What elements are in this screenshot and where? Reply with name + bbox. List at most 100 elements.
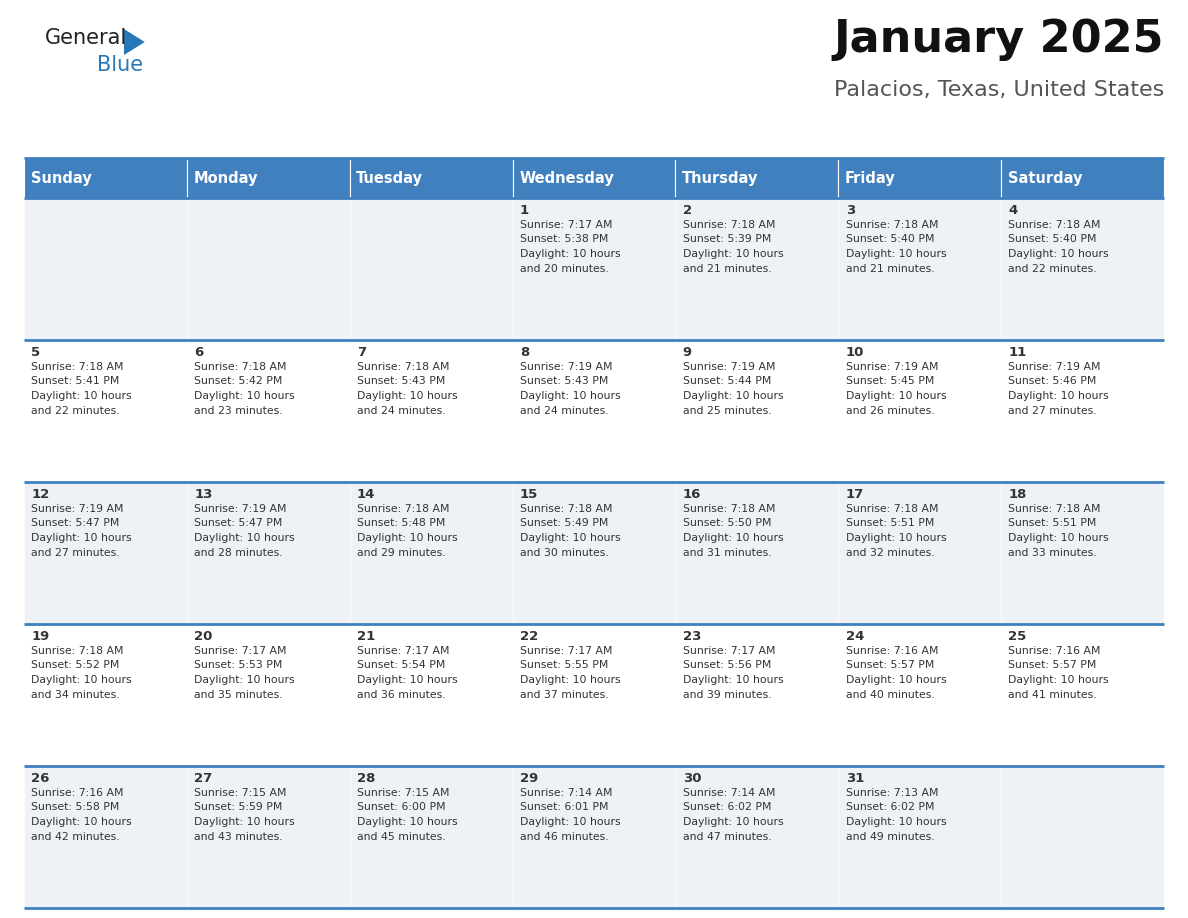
Text: Sunset: 5:40 PM: Sunset: 5:40 PM [846,234,934,244]
Text: and 32 minutes.: and 32 minutes. [846,547,934,557]
Text: January 2025: January 2025 [834,18,1164,61]
Text: Sunrise: 7:18 AM: Sunrise: 7:18 AM [846,504,939,514]
Bar [187,482,349,624]
Bar [24,340,187,482]
Text: Sunrise: 7:17 AM: Sunrise: 7:17 AM [194,646,286,656]
Text: and 41 minutes.: and 41 minutes. [1009,689,1097,700]
Text: and 27 minutes.: and 27 minutes. [31,547,120,557]
Bar [24,766,187,908]
Text: Sunday: Sunday [31,171,91,185]
Text: and 43 minutes.: and 43 minutes. [194,832,283,842]
Text: Sunset: 5:47 PM: Sunset: 5:47 PM [194,519,283,529]
Text: 4: 4 [1009,204,1018,217]
Text: Sunset: 5:43 PM: Sunset: 5:43 PM [358,376,446,386]
Bar [839,158,1001,198]
Text: Monday: Monday [194,171,258,185]
Bar [676,158,839,198]
Text: Sunset: 5:46 PM: Sunset: 5:46 PM [1009,376,1097,386]
Text: Daylight: 10 hours: Daylight: 10 hours [846,817,946,827]
Bar [187,198,349,340]
Text: Daylight: 10 hours: Daylight: 10 hours [683,675,783,685]
Text: and 22 minutes.: and 22 minutes. [1009,263,1097,274]
Text: Sunset: 5:59 PM: Sunset: 5:59 PM [194,802,283,812]
Text: Daylight: 10 hours: Daylight: 10 hours [358,391,457,401]
Text: Sunrise: 7:15 AM: Sunrise: 7:15 AM [358,788,449,798]
Text: General: General [45,28,127,48]
Text: Sunrise: 7:18 AM: Sunrise: 7:18 AM [1009,504,1101,514]
Text: 20: 20 [194,630,213,643]
Text: Sunrise: 7:18 AM: Sunrise: 7:18 AM [358,504,449,514]
Bar [187,158,349,198]
Text: Sunset: 5:43 PM: Sunset: 5:43 PM [520,376,608,386]
Bar [24,158,187,198]
Text: 6: 6 [194,346,203,359]
Text: Sunrise: 7:17 AM: Sunrise: 7:17 AM [358,646,449,656]
Text: and 39 minutes.: and 39 minutes. [683,689,771,700]
Text: and 24 minutes.: and 24 minutes. [520,406,608,416]
Text: and 29 minutes.: and 29 minutes. [358,547,446,557]
Bar [1001,766,1164,908]
Text: Sunrise: 7:17 AM: Sunrise: 7:17 AM [520,220,612,230]
Bar [24,624,187,766]
Text: Sunset: 5:48 PM: Sunset: 5:48 PM [358,519,446,529]
Text: 15: 15 [520,488,538,501]
Text: 19: 19 [31,630,50,643]
Text: Sunset: 6:02 PM: Sunset: 6:02 PM [683,802,771,812]
Text: Sunset: 5:51 PM: Sunset: 5:51 PM [846,519,934,529]
Text: Sunrise: 7:18 AM: Sunrise: 7:18 AM [194,362,286,372]
Text: Daylight: 10 hours: Daylight: 10 hours [31,391,132,401]
Text: 21: 21 [358,630,375,643]
Text: Blue: Blue [97,55,143,75]
Bar [1001,198,1164,340]
Text: Daylight: 10 hours: Daylight: 10 hours [358,533,457,543]
Text: Sunset: 5:41 PM: Sunset: 5:41 PM [31,376,120,386]
Text: Sunrise: 7:14 AM: Sunrise: 7:14 AM [683,788,776,798]
Text: Daylight: 10 hours: Daylight: 10 hours [683,391,783,401]
Text: 30: 30 [683,772,701,785]
Text: 28: 28 [358,772,375,785]
Text: Sunset: 5:50 PM: Sunset: 5:50 PM [683,519,771,529]
Bar [839,482,1001,624]
Bar [839,198,1001,340]
Text: 3: 3 [846,204,855,217]
Text: 1: 1 [520,204,529,217]
Bar [676,624,839,766]
Text: Daylight: 10 hours: Daylight: 10 hours [194,817,295,827]
Bar [187,766,349,908]
Bar [1001,340,1164,482]
Text: Palacios, Texas, United States: Palacios, Texas, United States [834,80,1164,100]
Text: Daylight: 10 hours: Daylight: 10 hours [1009,391,1110,401]
Bar [24,482,187,624]
Bar [349,158,512,198]
Text: 7: 7 [358,346,366,359]
Text: Daylight: 10 hours: Daylight: 10 hours [31,533,132,543]
Text: Sunrise: 7:16 AM: Sunrise: 7:16 AM [1009,646,1101,656]
Text: Saturday: Saturday [1007,171,1082,185]
Text: and 23 minutes.: and 23 minutes. [194,406,283,416]
Text: Daylight: 10 hours: Daylight: 10 hours [846,391,946,401]
Text: Sunrise: 7:19 AM: Sunrise: 7:19 AM [1009,362,1101,372]
Text: and 25 minutes.: and 25 minutes. [683,406,771,416]
Text: Daylight: 10 hours: Daylight: 10 hours [846,675,946,685]
Text: Sunrise: 7:18 AM: Sunrise: 7:18 AM [683,504,776,514]
Text: and 22 minutes.: and 22 minutes. [31,406,120,416]
Text: Daylight: 10 hours: Daylight: 10 hours [358,675,457,685]
Text: Sunrise: 7:18 AM: Sunrise: 7:18 AM [358,362,449,372]
Text: 8: 8 [520,346,529,359]
Bar [187,340,349,482]
Bar [1001,482,1164,624]
Text: and 36 minutes.: and 36 minutes. [358,689,446,700]
Text: 25: 25 [1009,630,1026,643]
Text: and 24 minutes.: and 24 minutes. [358,406,446,416]
Bar [1001,624,1164,766]
Text: Daylight: 10 hours: Daylight: 10 hours [358,817,457,827]
Text: Sunrise: 7:18 AM: Sunrise: 7:18 AM [31,362,124,372]
Text: Sunset: 5:56 PM: Sunset: 5:56 PM [683,660,771,670]
Bar [676,766,839,908]
Text: 12: 12 [31,488,50,501]
Text: Sunset: 5:58 PM: Sunset: 5:58 PM [31,802,120,812]
Text: and 33 minutes.: and 33 minutes. [1009,547,1097,557]
Text: 16: 16 [683,488,701,501]
Text: 22: 22 [520,630,538,643]
Text: Sunset: 5:40 PM: Sunset: 5:40 PM [1009,234,1097,244]
